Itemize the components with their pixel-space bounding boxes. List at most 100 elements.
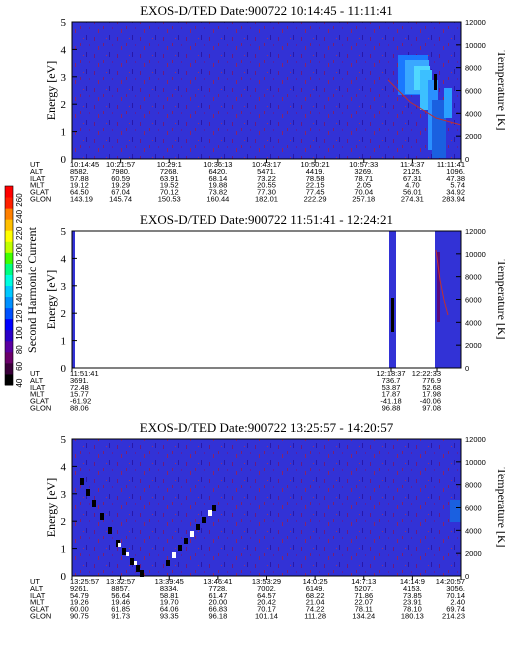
- row-label-glat: GLAT: [30, 188, 49, 197]
- row-label-ut: UT: [30, 160, 40, 169]
- cell-glon: 214.23: [442, 612, 465, 621]
- cell-ut: 10:14:45: [70, 160, 99, 169]
- cell-mlt: 21.04: [306, 598, 325, 607]
- burst-mark: [122, 548, 126, 555]
- cell-alt: 7728.: [208, 584, 227, 593]
- cell-ut: 13:46:41: [203, 577, 232, 586]
- burst-mark: [80, 478, 84, 485]
- colorbar-tick-label: 80: [15, 345, 24, 354]
- cell-ut: 14:0:25: [303, 577, 328, 586]
- burst-mark: [208, 510, 212, 516]
- cell-ut: 14:20:57: [436, 577, 465, 586]
- cell-mlt: 5.74: [450, 181, 465, 190]
- burst-mark: [140, 570, 144, 577]
- y-tick-label: 3: [61, 72, 67, 84]
- cell-glat: 78.11: [355, 605, 373, 614]
- y2-tick-label: 2000: [465, 132, 482, 141]
- y2-tick-label: 6000: [465, 504, 482, 513]
- intensity-patch: [432, 100, 446, 158]
- y2-tick-label: 8000: [465, 64, 482, 73]
- row-label-ilat: ILAT: [30, 174, 46, 183]
- cell-ilat: 70.14: [446, 591, 465, 600]
- cell-ilat: 58.81: [160, 591, 179, 600]
- cell-ut: 10:21:57: [106, 160, 135, 169]
- y-tick-label: 4: [61, 253, 67, 265]
- colorbar: 40 60 80 100 120 140 160 180 200 220 240 260 Second …: [4, 185, 39, 387]
- cell-glon: 283.94: [442, 195, 465, 204]
- cell-glat: -41.18: [380, 397, 401, 406]
- y-tick-label: 2: [61, 99, 67, 111]
- colorbar-swatch: [5, 362, 13, 375]
- cell-ilat: 68.22: [306, 591, 325, 600]
- y-tick-label: 4: [61, 44, 67, 56]
- y-tick-label: 3: [61, 489, 67, 501]
- burst-mark: [136, 565, 140, 572]
- y2-tick-label: 8000: [465, 481, 482, 490]
- cell-glon: 111.28: [304, 612, 326, 621]
- y2-tick-label: 10000: [465, 41, 486, 50]
- burst-mark: [86, 489, 90, 496]
- cell-ilat: 73.22: [257, 174, 276, 183]
- cell-mlt: 22.15: [306, 181, 325, 190]
- cell-ilat: 67.31: [403, 174, 422, 183]
- colorbar-swatch: [5, 307, 13, 320]
- cell-alt: 9261.: [70, 584, 89, 593]
- row-label-glat: GLAT: [30, 397, 49, 406]
- row-label-glat: GLAT: [30, 605, 49, 614]
- burst-mark: [166, 560, 170, 566]
- cell-glat: 70.12: [160, 188, 179, 197]
- y2-tick-label: 0: [465, 155, 469, 164]
- y2-tick-label: 2000: [465, 341, 482, 350]
- cell-glon: 91.73: [111, 612, 130, 621]
- cell-alt: 1096.: [446, 167, 465, 176]
- burst-mark: [172, 552, 176, 558]
- cell-alt: 8857.: [111, 584, 130, 593]
- y2-tick-label: 0: [465, 364, 469, 373]
- colorbar-tick-label: 200: [15, 243, 24, 257]
- y2-tick-label: 4000: [465, 318, 482, 327]
- cell-glat: 77.45: [306, 188, 325, 197]
- cell-mlt: 20.00: [208, 598, 227, 607]
- intensity-patch: [437, 252, 440, 322]
- plot-area: [72, 231, 461, 368]
- colorbar-swatch: [5, 351, 13, 364]
- cell-alt: 5471.: [257, 167, 276, 176]
- cell-mlt: 2.05: [356, 181, 371, 190]
- cell-mlt: 19.88: [208, 181, 227, 190]
- cell-alt: 7268.: [160, 167, 179, 176]
- y2-tick-label: 8000: [465, 273, 482, 282]
- cell-glat: 67.04: [111, 188, 130, 197]
- cell-glat: 73.82: [208, 188, 227, 197]
- cell-ilat: 63.91: [160, 174, 179, 183]
- row-label-glon: GLON: [30, 404, 51, 413]
- cell-alt: 6420.: [208, 167, 227, 176]
- colorbar-label: Second Harmonic Current: [25, 226, 39, 353]
- y2-axis-label: Temperature [K]: [495, 50, 505, 130]
- cell-ilat: 60.59: [111, 174, 130, 183]
- intensity-patch: [434, 74, 437, 90]
- cell-alt: 776.9: [422, 376, 441, 385]
- y-tick-label: 0: [61, 363, 67, 375]
- cell-alt: 8582.: [70, 167, 89, 176]
- cell-glon: 143.19: [70, 195, 93, 204]
- cell-glat: -61.92: [70, 397, 91, 406]
- cell-mlt: 17.98: [422, 390, 441, 399]
- cell-glon: 222.29: [304, 195, 327, 204]
- cell-ilat: 53.87: [382, 383, 401, 392]
- row-label-ut: UT: [30, 369, 40, 378]
- colorbar-swatch: [5, 373, 13, 386]
- intensity-patch: [391, 298, 394, 332]
- cell-ut: 10:43:17: [252, 160, 281, 169]
- cell-glon: 101.14: [255, 612, 278, 621]
- row-label-alt: ALT: [30, 376, 44, 385]
- row-label-mlt: MLT: [30, 390, 45, 399]
- cell-ilat: 56.64: [111, 591, 130, 600]
- cell-ilat: 78.58: [306, 174, 325, 183]
- burst-mark: [130, 558, 134, 565]
- burst-mark: [196, 524, 200, 530]
- cell-mlt: 19.26: [70, 598, 89, 607]
- y2-tick-label: 12000: [465, 435, 486, 444]
- cell-ut: 12:22:33: [412, 369, 441, 378]
- cell-alt: 2125.: [403, 167, 422, 176]
